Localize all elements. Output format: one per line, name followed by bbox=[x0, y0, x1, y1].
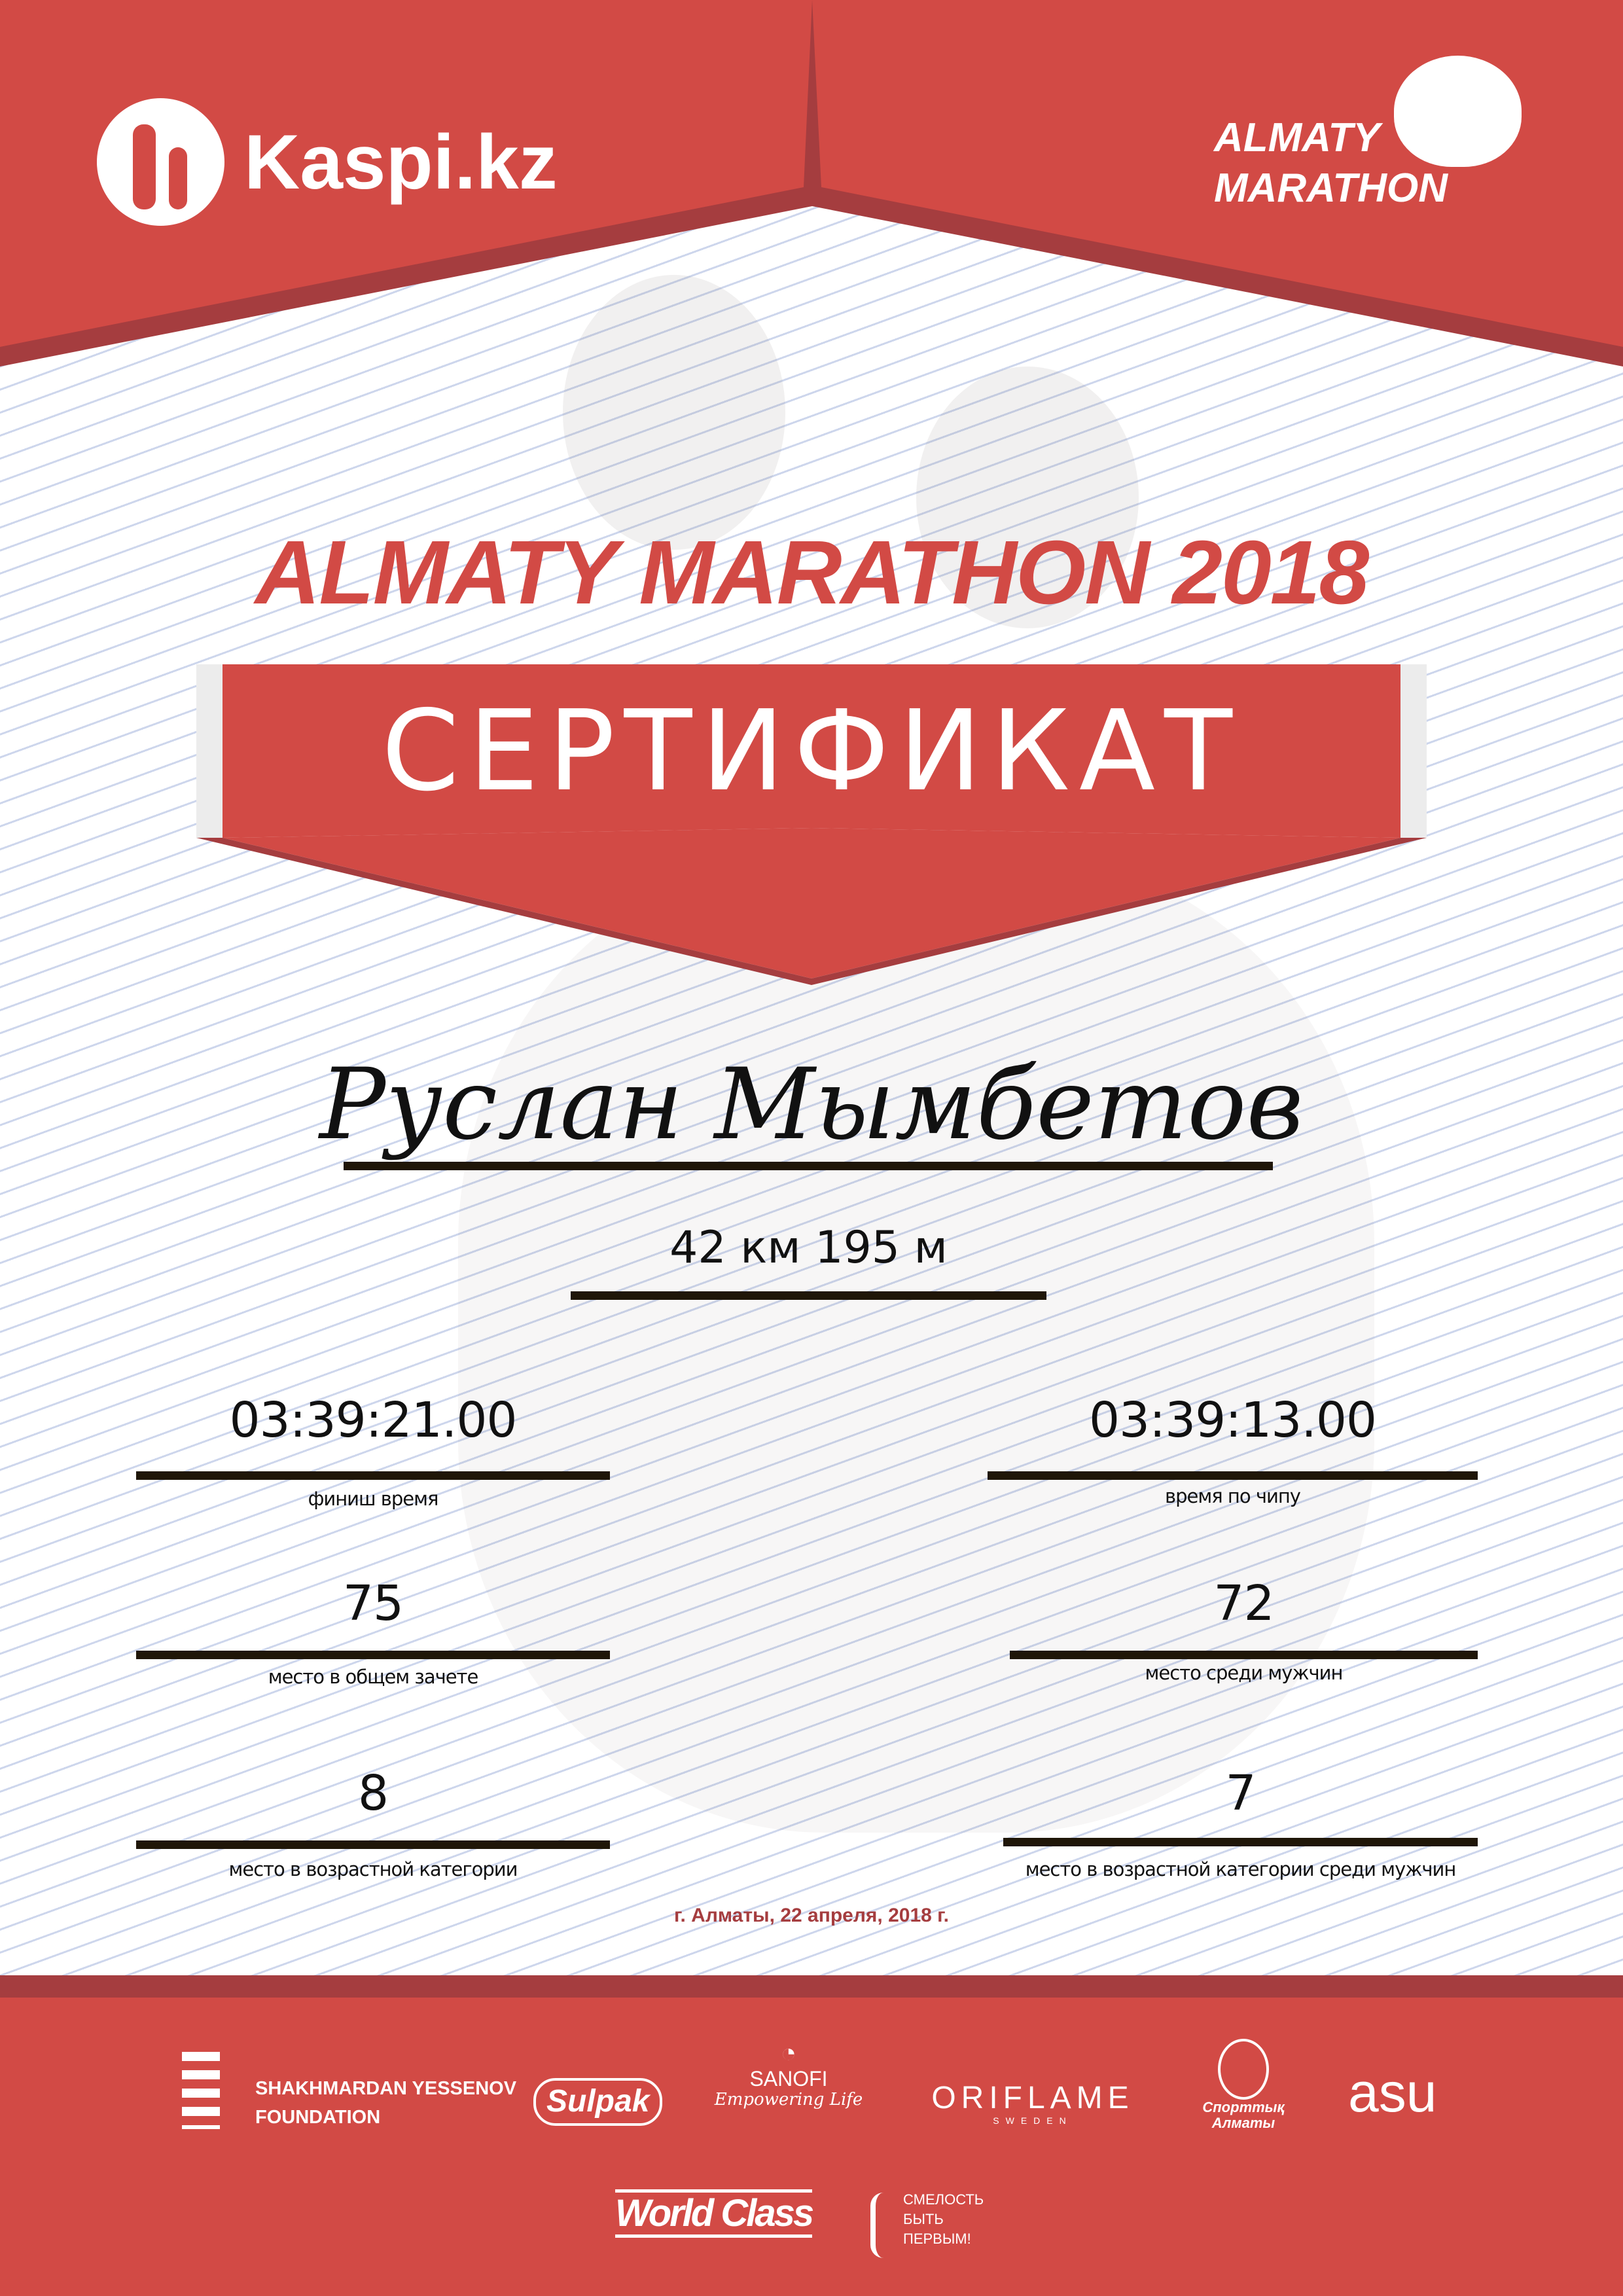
name-underline bbox=[344, 1162, 1273, 1170]
oriflame-wordmark: ORIFLAME bbox=[931, 2081, 1134, 2115]
sanofi-wordmark: SANOFI bbox=[749, 2067, 828, 2090]
marathon-logo-line2: MARATHON bbox=[1214, 166, 1448, 211]
age-category-place-label: место в возрастной категории bbox=[228, 1858, 518, 1880]
sulpak-logo: Sulpak bbox=[533, 2078, 663, 2126]
asu-logo: asu bbox=[1348, 2062, 1437, 2123]
sport-almaty-emblem-icon bbox=[1218, 2039, 1269, 2100]
yessenov-bars-icon bbox=[182, 2052, 220, 2129]
sport-almaty-logo: Спорттық Алматы bbox=[1191, 2039, 1296, 2131]
men-place-label: место среди мужчин bbox=[1145, 1662, 1344, 1684]
footer-shade bbox=[0, 1975, 1623, 1998]
finish-time: 03:39:21.00 bbox=[229, 1392, 517, 1448]
sanofi-emblem-icon: ◔ bbox=[780, 2039, 797, 2068]
chip-time-label: время по чипу bbox=[1165, 1485, 1301, 1507]
age-category-men-place: 7 bbox=[1225, 1765, 1256, 1821]
sport-almaty-wordmark: Спорттық Алматы bbox=[1202, 2099, 1285, 2132]
fund-line3: ПЕРВЫМ! bbox=[903, 2231, 971, 2247]
men-place-underline bbox=[1010, 1651, 1478, 1659]
kaspi-emblem-icon bbox=[97, 98, 224, 226]
kaspi-logo: Kaspi.kz bbox=[97, 98, 558, 226]
event-date: г. Алматы, 22 апреля, 2018 г. bbox=[674, 1905, 949, 1926]
sanofi-logo: ◔ SANOFI Empowering Life bbox=[710, 2039, 867, 2109]
header-banner bbox=[0, 0, 1623, 367]
age-category-place: 8 bbox=[357, 1765, 389, 1821]
sulpak-wordmark: Sulpak bbox=[546, 2084, 650, 2119]
age-category-men-place-label: место в возрастной категории среди мужчи… bbox=[1025, 1858, 1457, 1880]
overall-place: 75 bbox=[342, 1575, 404, 1632]
overall-place-label: место в общем зачете bbox=[268, 1666, 479, 1688]
distance: 42 км 195 м bbox=[669, 1222, 948, 1274]
background-pattern bbox=[0, 0, 1623, 1996]
fund-figure-icon bbox=[870, 2193, 902, 2258]
certificate-heading: СЕРТИФИКАТ bbox=[382, 687, 1241, 816]
marathon-logo-line1: ALMATY bbox=[1214, 115, 1380, 160]
participant-name: Руслан Мымбетов bbox=[319, 1048, 1304, 1162]
runner-icon bbox=[1394, 56, 1522, 167]
runner-photo-male bbox=[563, 275, 785, 550]
sanofi-tagline: Empowering Life bbox=[714, 2090, 863, 2110]
chip-time: 03:39:13.00 bbox=[1088, 1392, 1377, 1448]
distance-underline bbox=[571, 1291, 1046, 1300]
sponsors-footer bbox=[0, 1998, 1623, 2296]
oriflame-logo: ORIFLAME SWEDEN bbox=[915, 2081, 1150, 2126]
chip-time-underline bbox=[988, 1471, 1478, 1480]
age-category-place-underline bbox=[136, 1840, 610, 1849]
finish-time-label: финиш время bbox=[308, 1488, 439, 1510]
yessenov-line1: SHAKHMARDAN YESSENOV bbox=[255, 2078, 517, 2099]
worldclass-logo: World Class bbox=[615, 2189, 814, 2238]
certificate-banner bbox=[196, 664, 1427, 985]
overall-place-underline bbox=[136, 1651, 610, 1659]
almaty-marathon-logo: ALMATY MARATHON bbox=[1214, 56, 1528, 216]
age-category-men-place-underline bbox=[1003, 1838, 1478, 1846]
oriflame-sub: SWEDEN bbox=[993, 2115, 1073, 2126]
kaspi-wordmark: Kaspi.kz bbox=[244, 118, 558, 206]
fund-line2: БЫТЬ bbox=[903, 2211, 944, 2227]
event-title: ALMATY MARATHON 2018 bbox=[255, 522, 1370, 623]
men-place: 72 bbox=[1213, 1575, 1274, 1632]
fund-line1: СМЕЛОСТЬ bbox=[903, 2191, 984, 2208]
yessenov-line2: FOUNDATION bbox=[255, 2107, 381, 2128]
runner-photo-female bbox=[916, 367, 1139, 628]
finish-time-underline bbox=[136, 1471, 610, 1480]
runner-photo-body bbox=[458, 851, 1374, 1833]
